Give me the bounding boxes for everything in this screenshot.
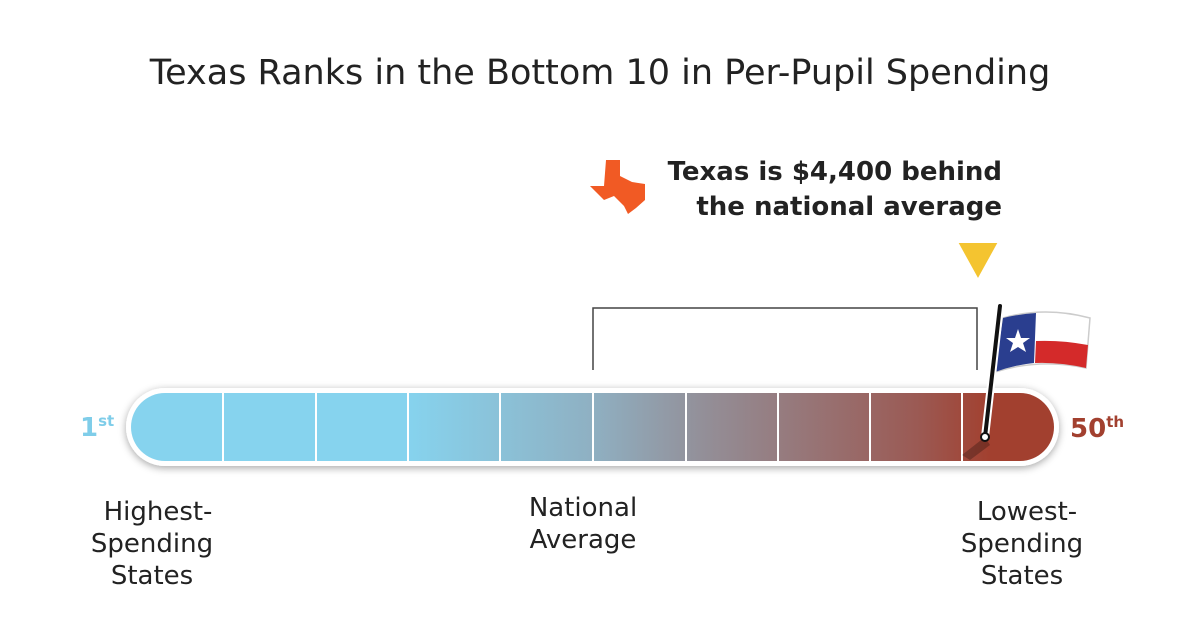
label-highest: Spending <box>91 529 213 559</box>
texas-icon <box>590 160 645 214</box>
bracket <box>592 307 978 370</box>
callout-line: the national average <box>696 192 1002 222</box>
label-highest: States <box>111 561 193 591</box>
rank-suffix: st <box>98 412 114 430</box>
rank-number: 50 <box>1070 414 1106 444</box>
callout-line: Texas is $4,400 behind <box>668 157 1002 187</box>
bar-dividers <box>222 393 963 461</box>
rank-suffix: th <box>1106 413 1124 431</box>
label-highest: Highest- <box>104 497 213 527</box>
marker <box>955 241 1001 283</box>
label-average: Average <box>530 525 637 555</box>
label-lowest: Spending <box>961 529 1083 559</box>
label-average: National <box>529 493 637 523</box>
rank-start: 1st <box>80 412 114 443</box>
rank-end: 50th <box>1070 413 1124 444</box>
title: Texas Ranks in the Bottom 10 in Per-Pupi… <box>149 53 1051 93</box>
rank-number: 1 <box>80 413 98 443</box>
label-lowest: Lowest- <box>977 497 1077 527</box>
texas-flag <box>962 302 1091 460</box>
label-lowest: States <box>981 561 1063 591</box>
